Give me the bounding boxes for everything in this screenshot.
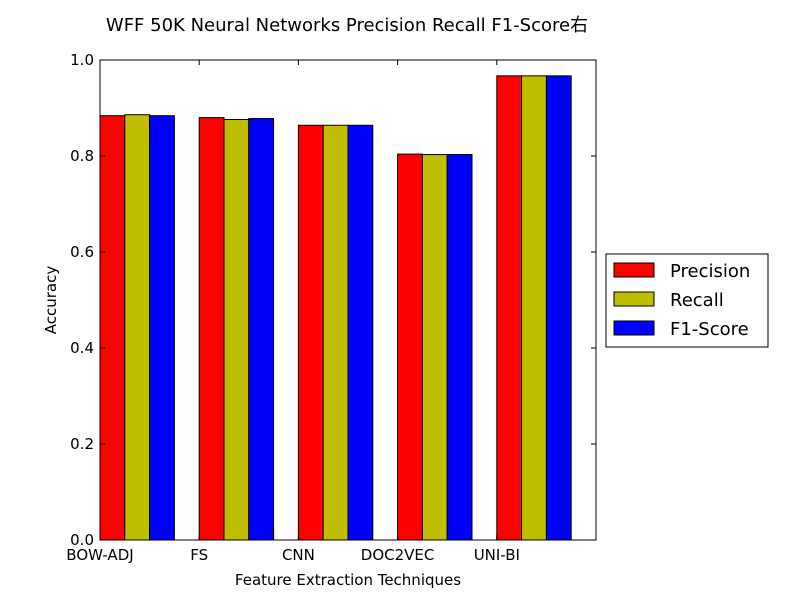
bar-precision-bow-adj: [99, 115, 126, 541]
ticks-layer: 0.0 0.2 0.4 0.6 0.8 1.0 BOW-ADJ FS CNN DOC2VEC UNI…: [66, 51, 596, 564]
bar-recall-uni-bi: [521, 75, 547, 541]
chart-title: WFF 50K Neural Networks Precision Recall…: [106, 15, 588, 36]
y-tick-label: 0.4: [70, 339, 94, 357]
y-tick-label: 0.0: [70, 531, 94, 549]
x-tick-label: FS: [190, 546, 208, 564]
legend-label-recall: Recall: [670, 290, 724, 311]
bar-f1-score-fs: [248, 118, 275, 541]
x-tick-label: UNI-BI: [474, 546, 520, 564]
y-axis-label: Accuracy: [42, 266, 60, 335]
y-tick-label: 0.8: [70, 147, 94, 165]
bar-recall-doc2vec: [421, 154, 448, 541]
bar-f1-score-doc2vec: [446, 154, 473, 541]
bars-layer: [99, 75, 572, 541]
legend-label-precision: Precision: [670, 261, 750, 282]
x-axis-label: Feature Extraction Techniques: [235, 571, 461, 589]
bar-f1-score-bow-adj: [149, 115, 175, 541]
bar-precision-uni-bi: [496, 75, 523, 541]
bar-precision-doc2vec: [397, 153, 423, 541]
bar-f1-score-uni-bi: [545, 75, 572, 541]
x-tick-label: DOC2VEC: [361, 546, 435, 564]
bar-precision-cnn: [297, 124, 324, 541]
x-tick-label: BOW-ADJ: [66, 546, 133, 564]
y-tick-label: 0.6: [70, 243, 94, 261]
y-tick-label: 1.0: [70, 51, 94, 69]
legend-swatch-f1-score: [613, 320, 655, 336]
plot-frame: [99, 59, 597, 541]
x-tick-label: CNN: [282, 546, 315, 564]
bar-f1-score-cnn: [347, 124, 374, 541]
y-tick-label: 0.2: [70, 435, 94, 453]
bar-recall-fs: [223, 119, 250, 541]
legend-swatch-precision: [613, 262, 655, 278]
bar-precision-fs: [198, 117, 225, 541]
legend-label-f1-score: F1-Score: [670, 319, 749, 340]
bar-recall-cnn: [322, 124, 349, 541]
legend-swatch-recall: [613, 291, 655, 307]
bar-recall-bow-adj: [124, 114, 151, 541]
legend: Precision Recall F1-Score: [605, 253, 769, 348]
